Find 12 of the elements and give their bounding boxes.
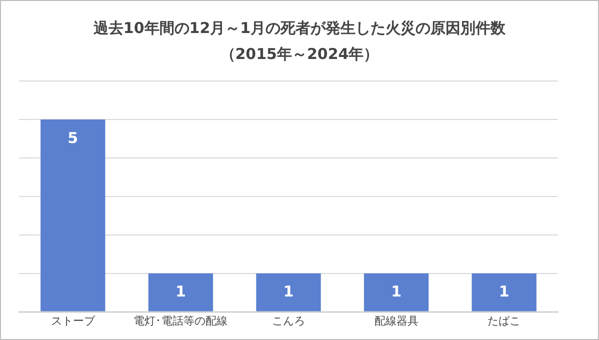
data-label: 1	[391, 282, 402, 301]
data-label: 1	[498, 282, 510, 301]
chart-title: 過去10年間の12月～1月の死者が発生した火災の原因別件数	[92, 18, 507, 39]
x-tick-label: こんろ	[272, 314, 305, 328]
x-tick-label: たばこ	[488, 314, 521, 328]
data-label: 1	[175, 282, 186, 301]
x-tick-label: 電灯･電話等の配線	[134, 314, 228, 328]
x-tick-label: ストーブ	[50, 314, 96, 328]
data-label: 1	[283, 282, 294, 301]
data-label: 5	[68, 128, 78, 147]
x-tick-label: 配線器具	[374, 314, 418, 328]
chart-subtitle: （2015年～2024年）	[219, 44, 380, 65]
